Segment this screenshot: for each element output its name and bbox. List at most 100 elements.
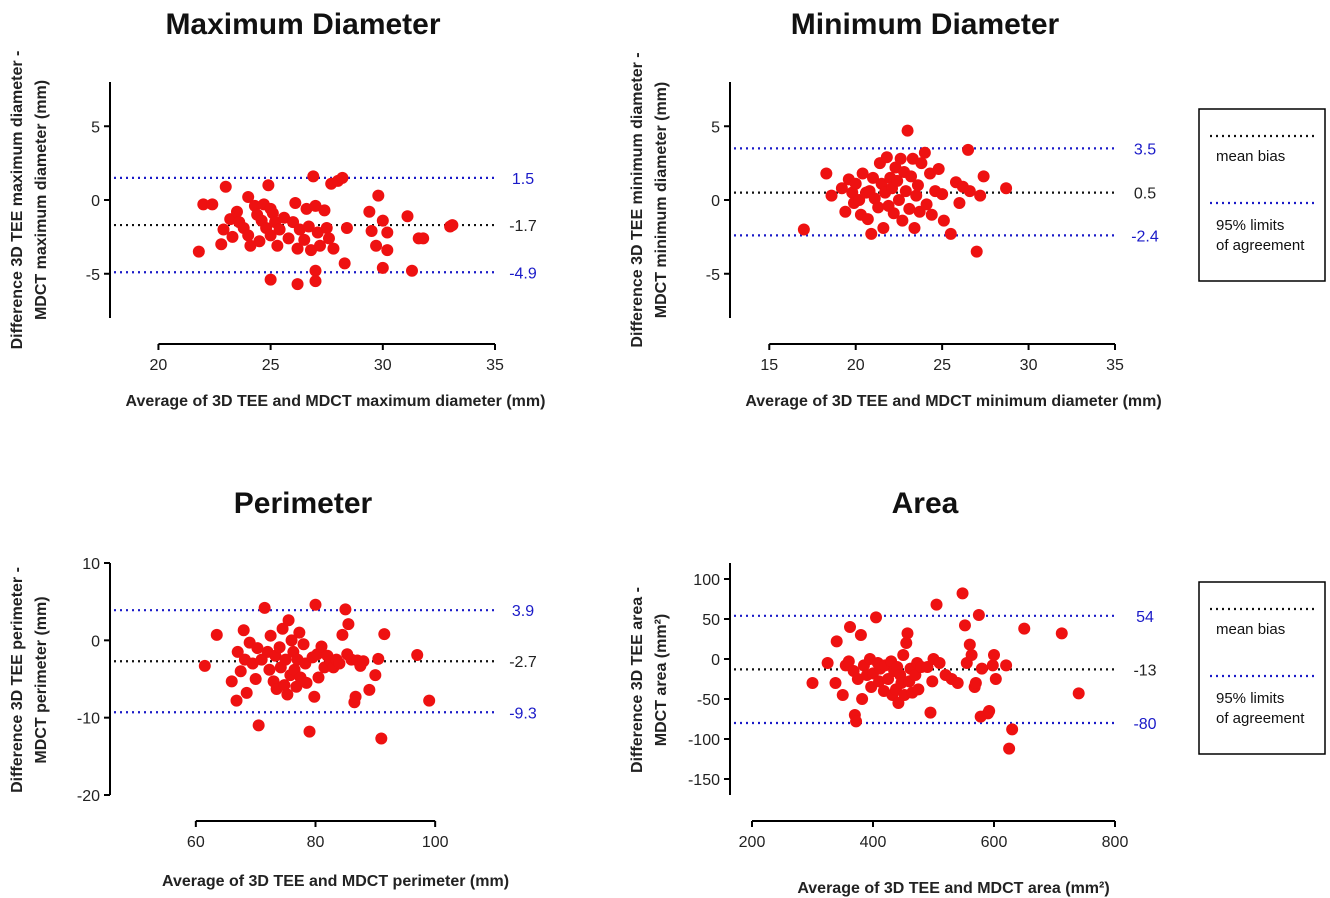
data-point xyxy=(246,657,259,670)
data-point xyxy=(969,677,982,689)
chart-title: Perimeter xyxy=(234,487,373,520)
y-axis-label-line: Difference 3D TEE maximum diameter - xyxy=(9,51,26,350)
chart-panel-3: Area 100 50 0 -50 -100 -150 200 400 600 800 Average… xyxy=(629,487,1157,897)
data-point xyxy=(830,635,843,648)
data-point xyxy=(903,202,916,215)
data-point xyxy=(273,641,286,654)
chart-title: Maximum Diameter xyxy=(165,8,440,41)
x-tick-label: 30 xyxy=(1020,357,1038,374)
chart-panel-0: Maximum Diameter 5 0 -5 20 25 30 35 Average of 3… xyxy=(9,8,545,410)
data-point xyxy=(309,275,322,288)
data-point xyxy=(851,673,864,685)
y-tick-label: -50 xyxy=(697,692,720,709)
y-tick-label: 50 xyxy=(702,612,720,629)
data-point xyxy=(405,264,418,277)
data-point xyxy=(891,174,904,187)
data-point xyxy=(899,185,912,198)
data-point xyxy=(309,264,322,277)
y-axis-label-line: MDCT perimeter (mm) xyxy=(33,596,50,763)
data-point xyxy=(336,628,349,641)
data-point xyxy=(915,157,928,170)
data-point xyxy=(1006,723,1019,736)
data-point xyxy=(309,199,322,212)
data-point xyxy=(911,179,924,192)
data-point xyxy=(872,201,885,214)
legend-top: mean bias 95% limits of agreement xyxy=(1198,108,1326,282)
data-point xyxy=(363,205,376,218)
data-point xyxy=(315,640,328,653)
data-point xyxy=(1018,622,1031,635)
data-point xyxy=(849,177,862,190)
y-tick-label: 100 xyxy=(693,572,720,589)
data-point xyxy=(240,686,253,699)
data-point xyxy=(217,223,230,236)
data-point xyxy=(311,226,324,239)
x-tick-label: 200 xyxy=(739,834,766,851)
data-point xyxy=(252,719,265,732)
data-point xyxy=(365,224,378,237)
data-point xyxy=(925,208,938,221)
data-point xyxy=(446,219,459,232)
data-point xyxy=(1055,627,1068,640)
data-point xyxy=(231,645,244,658)
data-point xyxy=(865,227,878,240)
data-point xyxy=(338,257,351,270)
data-point xyxy=(285,634,298,647)
data-point xyxy=(821,657,834,669)
y-tick-label: 0 xyxy=(91,633,100,650)
legend-mean-label: mean bias xyxy=(1216,148,1285,165)
data-point xyxy=(963,638,976,651)
x-tick-label: 100 xyxy=(422,834,449,851)
data-point xyxy=(300,676,313,689)
x-tick-label: 600 xyxy=(981,834,1008,851)
data-point xyxy=(958,619,971,632)
data-point xyxy=(376,261,389,274)
data-point xyxy=(983,705,996,717)
data-point xyxy=(877,222,890,235)
y-tick-label: -100 xyxy=(688,732,720,749)
data-point xyxy=(401,210,414,223)
mean-bias-label: -13 xyxy=(1133,662,1156,679)
data-point xyxy=(305,244,318,257)
x-tick-label: 35 xyxy=(486,357,504,374)
data-point xyxy=(264,229,277,242)
data-point xyxy=(297,638,310,651)
data-point xyxy=(375,732,388,745)
data-point xyxy=(825,189,838,202)
data-point xyxy=(901,627,914,640)
data-point xyxy=(197,198,210,211)
data-point xyxy=(336,171,349,184)
data-point xyxy=(835,182,848,195)
y-tick-label: 5 xyxy=(711,119,720,136)
data-point xyxy=(244,239,257,252)
data-point xyxy=(1072,687,1085,700)
data-point xyxy=(870,611,883,624)
data-point xyxy=(820,167,833,180)
data-point xyxy=(806,677,819,689)
chart-panel-1: Minimum Diameter 5 0 -5 15 20 25 30 35 Average of… xyxy=(629,8,1162,410)
x-tick-label: 60 xyxy=(187,834,205,851)
data-point xyxy=(264,273,277,286)
data-point xyxy=(986,659,999,672)
data-point xyxy=(251,642,264,655)
data-point xyxy=(302,220,315,233)
data-point xyxy=(989,673,1002,685)
data-point xyxy=(918,146,931,159)
data-point xyxy=(339,603,352,616)
x-axis-label: Average of 3D TEE and MDCT minimum diame… xyxy=(745,393,1161,410)
y-tick-label: -5 xyxy=(706,267,720,284)
data-point xyxy=(956,587,969,600)
data-point xyxy=(309,598,322,611)
data-point xyxy=(892,194,905,206)
data-point xyxy=(340,222,353,235)
data-point xyxy=(282,232,295,245)
y-tick-label: 0 xyxy=(711,652,720,669)
data-point xyxy=(210,628,223,641)
data-point xyxy=(972,609,985,621)
y-axis-label-line: Difference 3D TEE minimum diameter - xyxy=(629,52,646,347)
data-point xyxy=(908,222,921,235)
data-point xyxy=(411,649,424,662)
data-point xyxy=(953,196,966,209)
y-axis-label-line: Difference 3D TEE perimeter - xyxy=(9,567,26,793)
